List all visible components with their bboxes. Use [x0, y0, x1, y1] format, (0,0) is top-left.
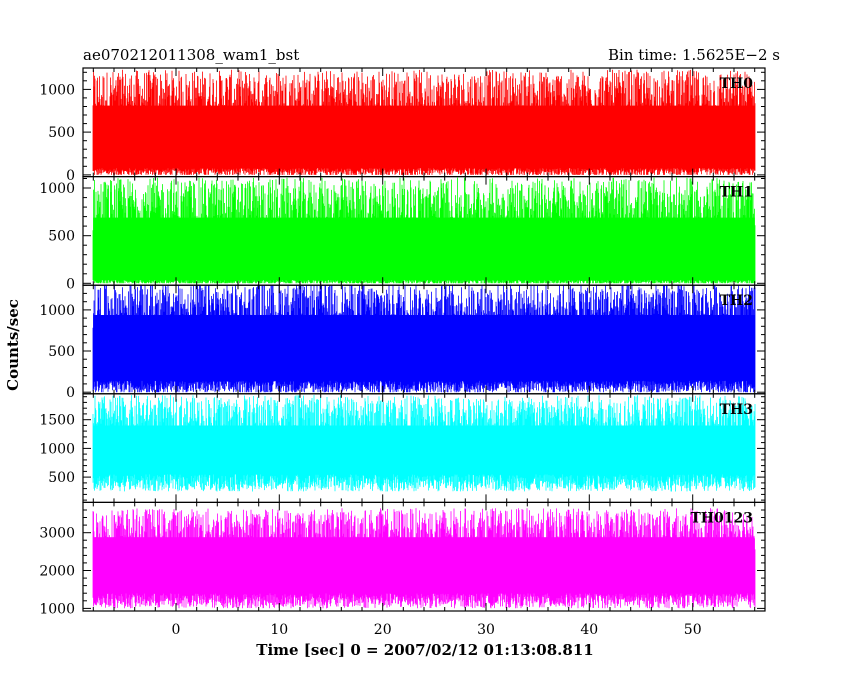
series-label-th1: TH1: [720, 185, 753, 201]
x-tick-label: 20: [374, 622, 392, 638]
y-tick-label: 500: [48, 470, 75, 486]
bin-time-label: Bin time: 1.5625E−2 s: [608, 46, 780, 64]
panels-group: TH005001000TH105001000TH205001000TH35001…: [39, 67, 766, 638]
y-tick-label: 0: [66, 276, 75, 292]
y-axis-label: Counts/sec: [4, 299, 22, 391]
y-tick-label: 3000: [39, 526, 75, 542]
series-label-th0123: TH0123: [690, 510, 753, 526]
y-tick-label: 1000: [39, 441, 75, 457]
y-tick-label: 1000: [39, 303, 75, 319]
series-label-th3: TH3: [720, 402, 753, 418]
series-band-th1: [93, 217, 755, 280]
x-tick-label: 10: [270, 622, 288, 638]
series-band-th2: [93, 315, 755, 381]
x-tick-label: 0: [172, 622, 181, 638]
y-tick-label: 500: [48, 125, 75, 141]
series-label-th2: TH2: [720, 293, 753, 309]
x-tick-label: 30: [477, 622, 495, 638]
series-band-th0123: [93, 537, 755, 594]
chart-title: ae070212011308_wam1_bst: [83, 46, 299, 64]
y-tick-label: 1000: [39, 181, 75, 197]
y-tick-label: 0: [66, 385, 75, 401]
y-tick-label: 1500: [39, 413, 75, 429]
y-tick-label: 0: [66, 168, 75, 184]
x-tick-label: 40: [580, 622, 598, 638]
y-tick-label: 500: [48, 344, 75, 360]
x-tick-label: 50: [684, 622, 702, 638]
series-label-th0: TH0: [720, 76, 754, 92]
series-band-th0: [93, 105, 755, 168]
x-axis-label: Time [sec] 0 = 2007/02/12 01:13:08.811: [256, 641, 593, 659]
series-band-th3: [93, 425, 755, 475]
y-tick-label: 1000: [39, 82, 75, 98]
y-tick-label: 2000: [39, 564, 75, 580]
y-tick-label: 500: [48, 229, 75, 245]
y-tick-label: 1000: [39, 601, 75, 617]
